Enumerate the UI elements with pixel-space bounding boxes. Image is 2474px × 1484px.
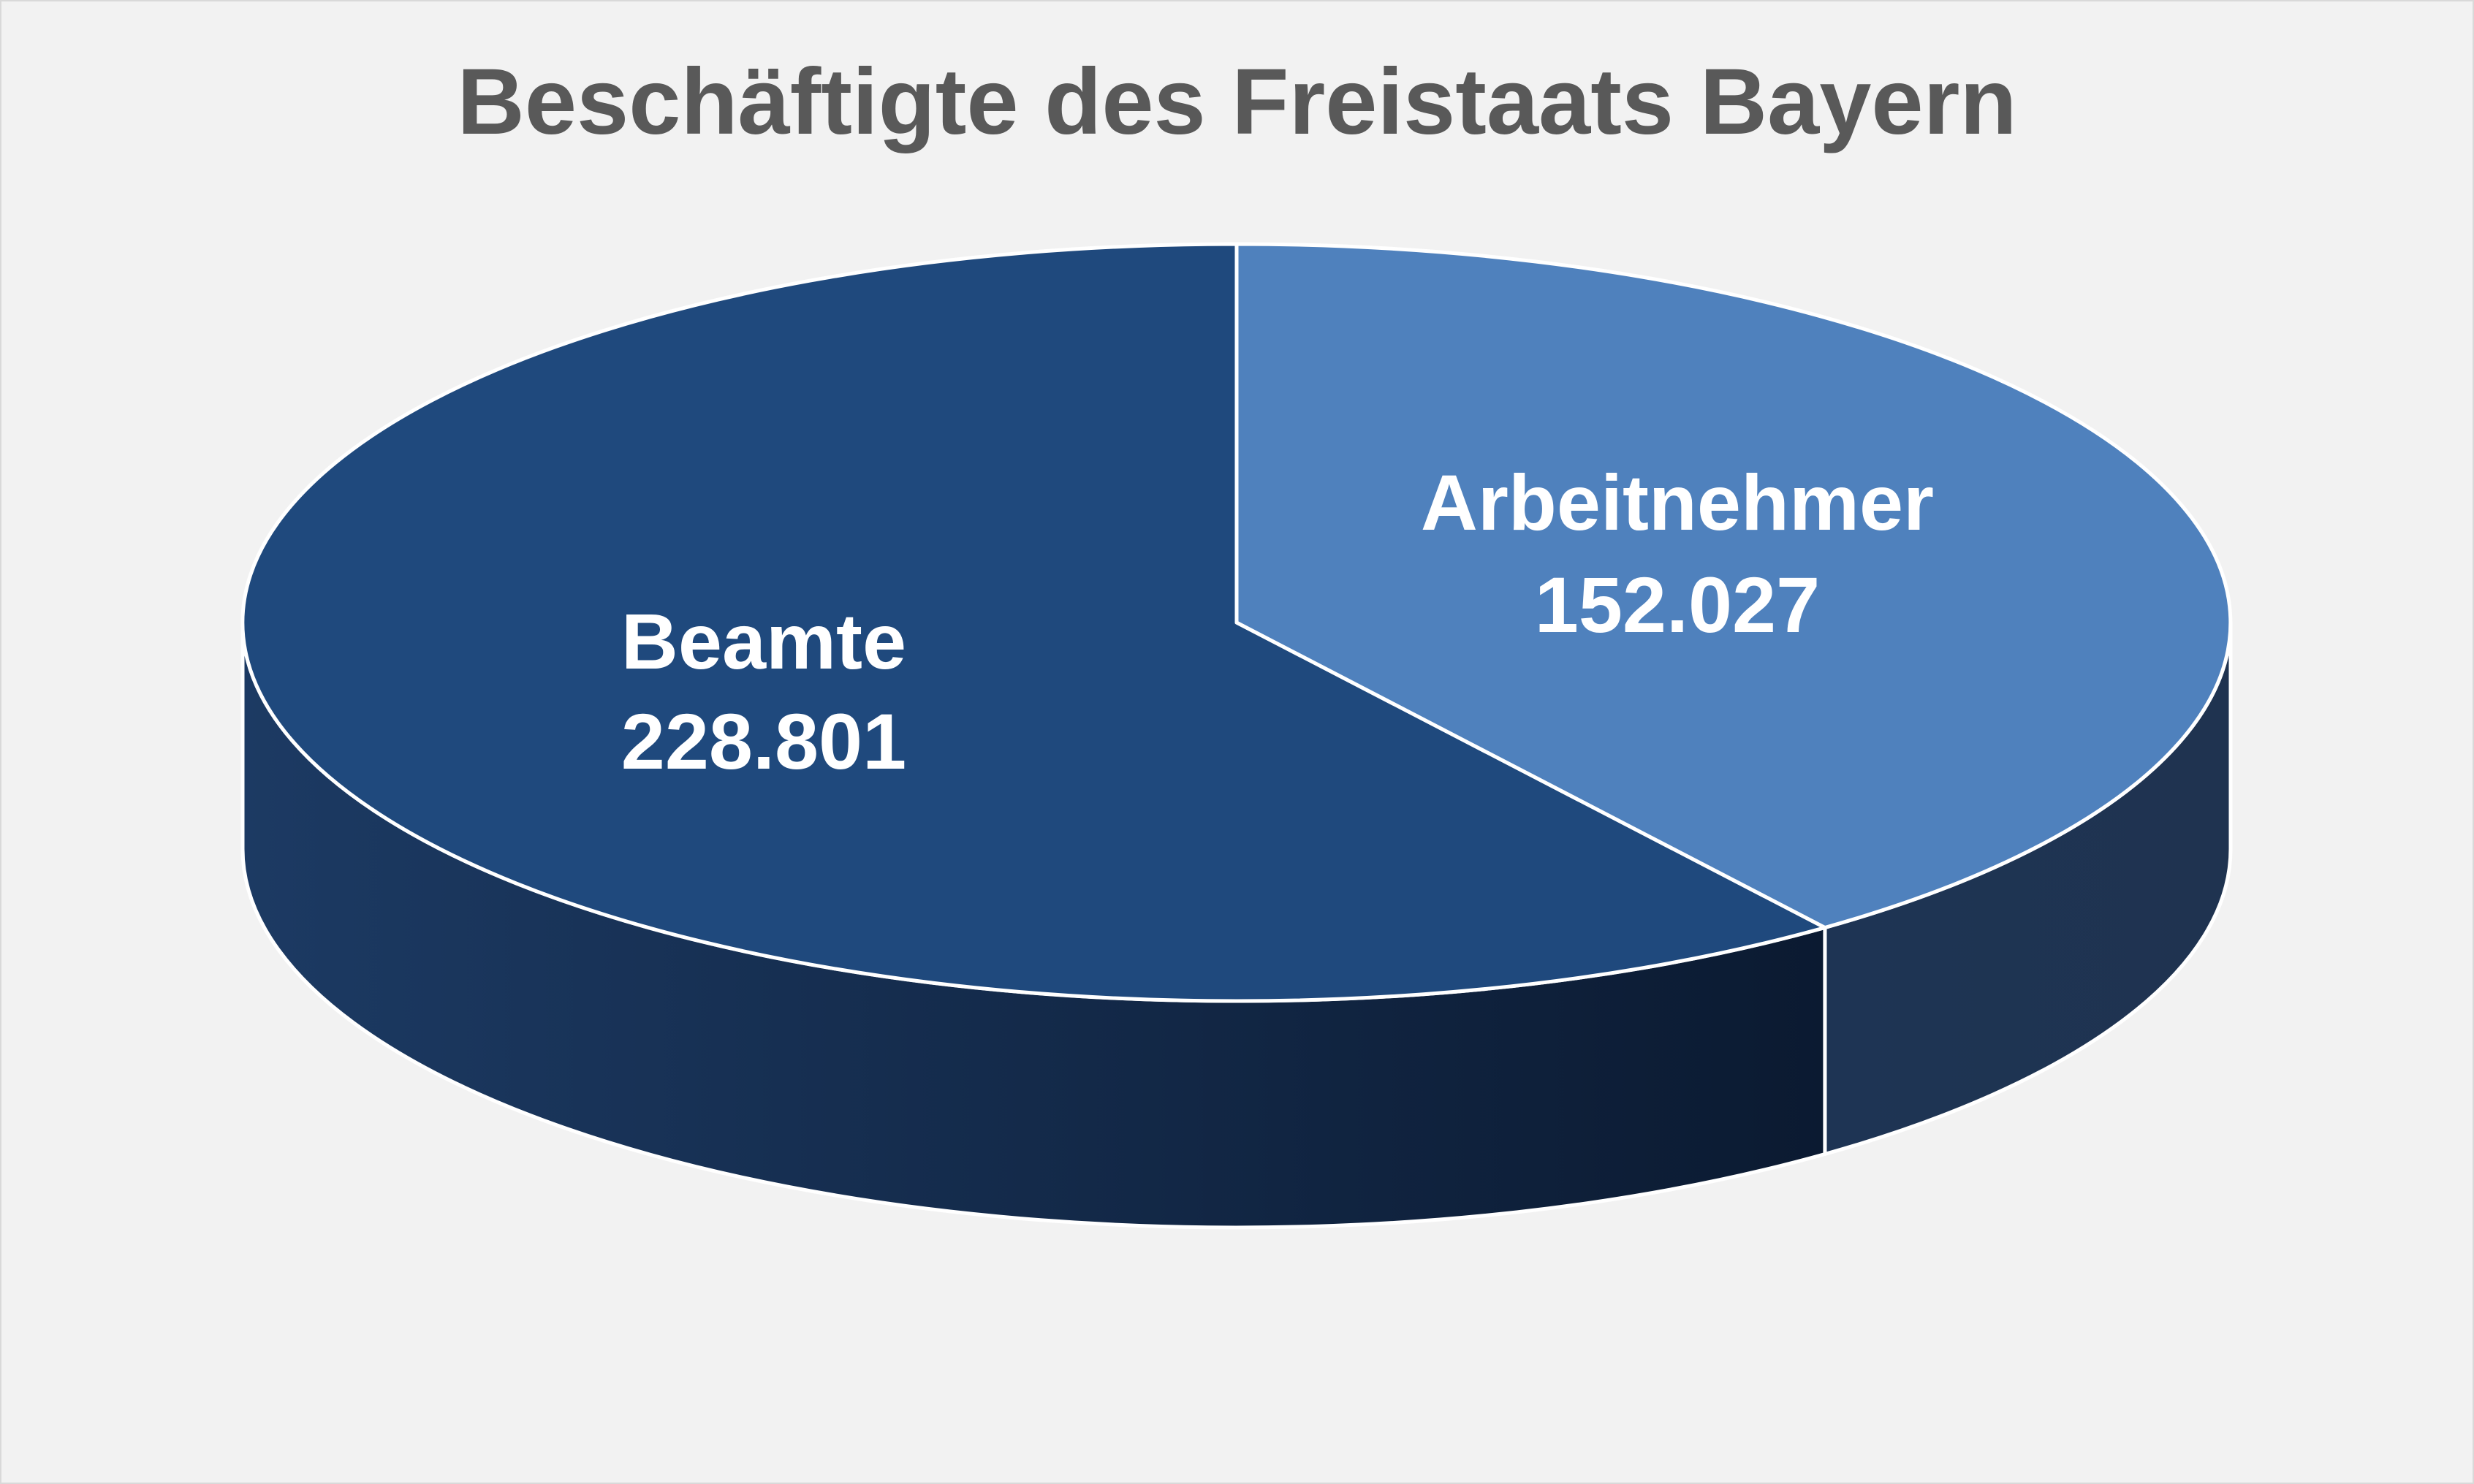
data-label-beamte-name: Beamte	[621, 597, 906, 685]
pie-slice-arbeitnehmer	[1234, 242, 2233, 929]
data-label-arbeitnehmer-value: 152.027	[1535, 560, 1820, 649]
data-label-beamte-value: 228.801	[621, 697, 906, 785]
chart-title: Beschäftigte des Freistaats Bayern	[457, 50, 2017, 154]
pie-slice-beamte	[240, 242, 1827, 1003]
data-label-arbeitnehmer-name: Arbeitnehmer	[1421, 458, 1934, 547]
